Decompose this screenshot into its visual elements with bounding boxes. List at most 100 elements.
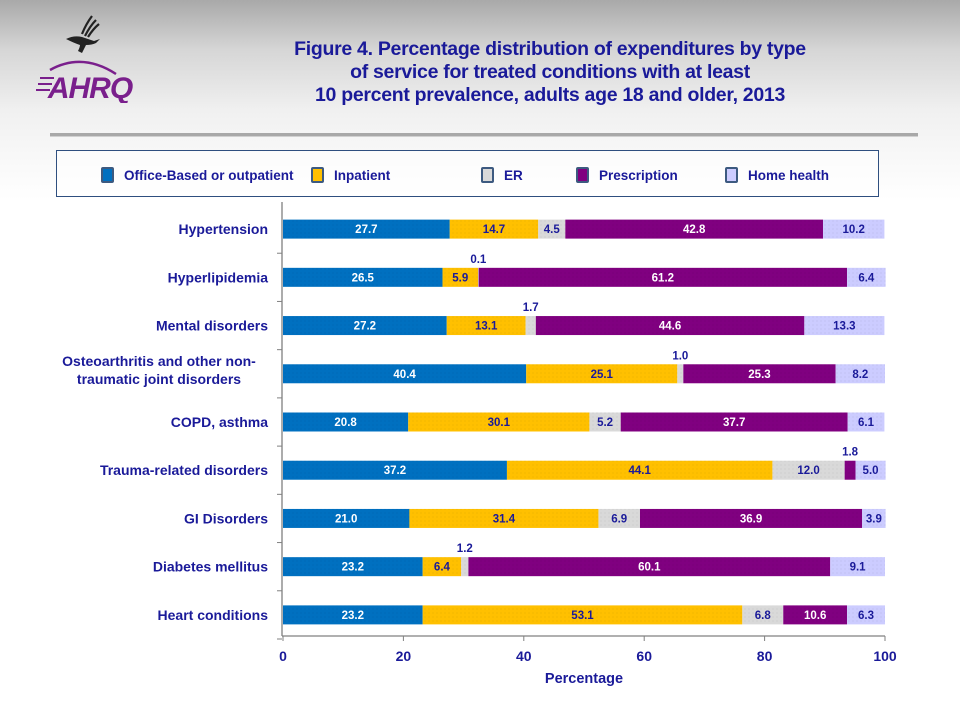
bar-segment-texture [449, 219, 539, 239]
data-label-office-based-or-outpatient: 40.4 [393, 369, 416, 381]
category-label-line: Mental disorders [156, 318, 268, 334]
data-label-home-health: 6.4 [858, 272, 875, 284]
x-tick-label: 20 [396, 648, 412, 664]
data-label-inpatient: 13.1 [475, 321, 498, 333]
category-label: Osteoarthritis and other non-traumatic j… [62, 353, 256, 387]
chart-title: Figure 4. Percentage distribution of exp… [200, 38, 900, 107]
bar-segment-texture [283, 508, 410, 528]
category-label: Mental disorders [156, 318, 268, 334]
bar-segment-texture [565, 219, 823, 239]
data-label-prescription: 37.7 [723, 417, 745, 429]
bar-segment-texture [422, 605, 743, 625]
bar-segment-texture [283, 412, 409, 432]
bar-segment-texture [478, 267, 479, 287]
data-label-office-based-or-outpatient: 20.8 [334, 417, 357, 429]
bar-segment-texture [620, 412, 848, 432]
legend-swatch-inpatient [311, 167, 324, 183]
category-label: Trauma-related disorders [100, 462, 268, 478]
data-label-inpatient: 14.7 [483, 224, 505, 236]
bar-row-heart-conditions: 23.2 53.1 6.8 10.6 6.3 [283, 605, 885, 625]
bar-segment-texture [847, 412, 885, 432]
x-tick-label: 80 [757, 648, 773, 664]
data-label-inpatient: 6.4 [434, 562, 451, 574]
data-label-prescription: 10.6 [804, 610, 826, 622]
data-label-office-based-or-outpatient: 27.7 [355, 224, 377, 236]
svg-text:AHRQ: AHRQ [47, 72, 133, 103]
bars-group: 27.7 14.7 4.5 42.8 10.2 26.5 5.90.1 61.2 6.4 27.2… [283, 219, 886, 625]
bar-segment-texture [422, 557, 462, 577]
bar-segment-texture [283, 316, 447, 336]
data-label-office-based-or-outpatient: 37.2 [384, 465, 406, 477]
bar-row-gi-disorders: 21.0 31.4 6.9 36.9 3.9 [283, 508, 886, 528]
data-label-inpatient: 25.1 [591, 369, 614, 381]
bar-segment-texture [742, 605, 784, 625]
bar-segment-texture [862, 508, 886, 528]
legend-swatch-prescription [576, 167, 589, 183]
data-label-prescription: 44.6 [659, 321, 681, 333]
chart-title-line-2: of service for treated conditions with a… [350, 61, 750, 83]
bar-segment-texture [589, 412, 621, 432]
legend-label-inpatient: Inpatient [334, 167, 391, 183]
bar-segment-texture [468, 557, 831, 577]
data-label-home-health: 8.2 [852, 369, 868, 381]
data-label-home-health: 5.0 [863, 465, 879, 477]
header-divider [50, 133, 918, 137]
bar-segment-texture [283, 557, 423, 577]
category-label-line: Hypertension [179, 221, 268, 237]
bar-row-hyperlipidemia: 26.5 5.90.1 61.2 6.4 [283, 254, 886, 287]
data-label-office-based-or-outpatient: 27.2 [354, 321, 376, 333]
data-label-er: 1.0 [672, 350, 688, 362]
bar-segment-texture [283, 219, 450, 239]
x-tick-label: 40 [516, 648, 532, 664]
bar-segment-texture [783, 605, 848, 625]
legend-label-er: ER [504, 167, 523, 183]
bar-segment-texture [835, 364, 885, 384]
bar-segment-texture [506, 460, 773, 480]
bar-segment-texture [409, 508, 599, 528]
hhs-eagle-icon: AHRQ [36, 15, 134, 105]
legend-label-office-based: Office-Based or outpatient [124, 167, 294, 183]
bar-segment-texture [804, 316, 885, 336]
data-label-prescription: 25.3 [748, 369, 770, 381]
bar-row-osteoarthritis-and-other-non-traumatic-joint-disorders: 40.4 25.1 1.0 25.3 8.2 [283, 350, 885, 384]
data-label-er: 1.2 [457, 543, 473, 555]
data-label-inpatient: 53.1 [571, 610, 594, 622]
data-label-er: 1.7 [523, 302, 539, 314]
category-label: COPD, asthma [171, 414, 268, 430]
category-label-line: Trauma-related disorders [100, 462, 268, 478]
bar-segment-texture [822, 219, 885, 239]
bar-segment-texture [283, 605, 423, 625]
data-label-er: 6.9 [611, 513, 627, 525]
category-label-line: Hyperlipidemia [168, 269, 269, 285]
legend-item-office-based: Office-Based or outpatient [101, 167, 294, 183]
data-label-er: 12.0 [797, 465, 819, 477]
bar-segment-texture [847, 605, 885, 625]
data-label-er: 5.2 [597, 417, 613, 429]
category-label: GI Disorders [184, 510, 268, 526]
bar-segment-texture [598, 508, 640, 528]
bar-segment-texture [535, 316, 805, 336]
hhs-eagle-icon [66, 15, 100, 53]
bar-segment-texture [526, 364, 678, 384]
data-label-inpatient: 31.4 [493, 513, 516, 525]
bar-row-hypertension: 27.7 14.7 4.5 42.8 10.2 [283, 219, 885, 239]
data-label-home-health: 6.1 [858, 417, 875, 429]
data-label-prescription: 36.9 [740, 513, 762, 525]
data-label-prescription: 61.2 [652, 272, 674, 284]
bar-row-trauma-related-disorders: 37.2 44.1 12.0 1.8 5.0 [283, 447, 886, 480]
ahrq-logo: AHRQ [30, 8, 150, 105]
x-axis-title: Percentage [545, 671, 623, 687]
ahrq-wordmark: AHRQ [36, 60, 134, 105]
legend-item-er: ER [481, 167, 523, 183]
category-label-line: Diabetes mellitus [153, 559, 268, 575]
bar-segment-texture [855, 460, 886, 480]
x-tick-label: 100 [873, 648, 897, 664]
bar-segment-texture [408, 412, 590, 432]
category-label: Hypertension [179, 221, 268, 237]
data-label-prescription: 60.1 [638, 562, 661, 574]
bar-segment-texture [677, 364, 684, 384]
legend-item-inpatient: Inpatient [311, 167, 390, 183]
bar-segment-texture [525, 316, 536, 336]
data-label-er: 4.5 [544, 224, 561, 236]
x-tick-label: 0 [279, 648, 287, 664]
